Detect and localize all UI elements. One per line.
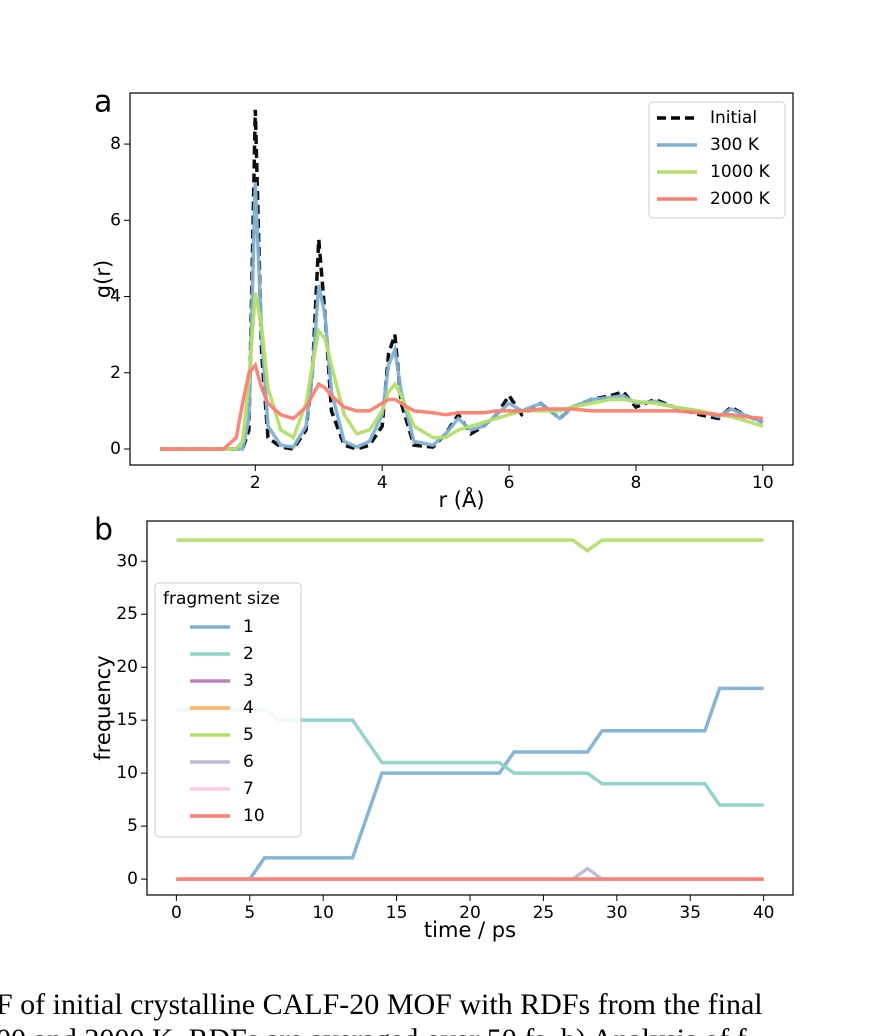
x-tick-label: 10 <box>312 903 334 923</box>
y-tick-label: 5 <box>127 816 138 836</box>
legend-label: 10 <box>243 806 265 826</box>
legend-label: 3 <box>243 671 254 691</box>
y-tick-label: 10 <box>116 763 138 783</box>
y-tick-label: 4 <box>110 287 121 307</box>
x-axis-label: r (Å) <box>438 486 484 512</box>
legend-label: 6 <box>243 752 254 772</box>
legend-title: fragment size <box>163 589 280 609</box>
legend-box <box>648 101 786 219</box>
legend-box <box>154 582 302 838</box>
x-tick-label: 20 <box>459 903 481 923</box>
caption-line: F of initial crystalline CALF-20 MOF wit… <box>0 988 763 1021</box>
panel-label: b <box>94 513 113 548</box>
series-line <box>160 109 764 451</box>
y-tick-label: 15 <box>116 710 138 730</box>
series-line <box>176 538 764 553</box>
legend-label: 300 K <box>710 135 760 155</box>
y-tick-label: 20 <box>116 657 138 677</box>
y-tick-label: 0 <box>110 439 121 459</box>
plot-frame <box>146 520 794 896</box>
x-tick-label: 4 <box>377 473 388 493</box>
legend-label: 1 <box>243 617 254 637</box>
series-line <box>160 292 764 451</box>
x-tick-label: 30 <box>606 903 628 923</box>
y-tick-label: 8 <box>110 134 121 154</box>
x-axis-label: time / ps <box>424 918 516 942</box>
y-axis-label: g(r) <box>91 260 115 298</box>
caption-line: 00 and 2000 K. RDFs are averaged over 50… <box>0 1023 747 1036</box>
x-tick-label: 10 <box>752 473 774 493</box>
y-tick-label: 0 <box>127 869 138 889</box>
series-line <box>176 686 764 881</box>
legend-label: 4 <box>243 698 254 718</box>
legend-label: 2000 K <box>710 189 771 209</box>
legend-label: 1000 K <box>710 162 771 182</box>
plot-frame <box>129 92 794 466</box>
panel-label: a <box>94 85 112 120</box>
legend-label: 7 <box>243 779 254 799</box>
y-tick-label: 30 <box>116 551 138 571</box>
x-tick-label: 6 <box>504 473 515 493</box>
legend-label: 2 <box>243 644 254 664</box>
x-tick-label: 25 <box>533 903 555 923</box>
x-tick-label: 8 <box>631 473 642 493</box>
y-tick-label: 2 <box>110 363 121 383</box>
legend-label: Initial <box>710 108 757 128</box>
x-tick-label: 40 <box>753 903 775 923</box>
y-tick-label: 25 <box>116 604 138 624</box>
x-tick-label: 15 <box>386 903 408 923</box>
x-tick-label: 35 <box>679 903 701 923</box>
series-line <box>160 361 764 451</box>
legend-label: 5 <box>243 725 254 745</box>
x-tick-label: 0 <box>171 903 182 923</box>
y-axis-label: frequency <box>91 655 115 760</box>
y-tick-label: 6 <box>110 210 121 230</box>
x-tick-label: 2 <box>250 473 261 493</box>
x-tick-label: 5 <box>244 903 255 923</box>
series-line <box>160 182 764 451</box>
